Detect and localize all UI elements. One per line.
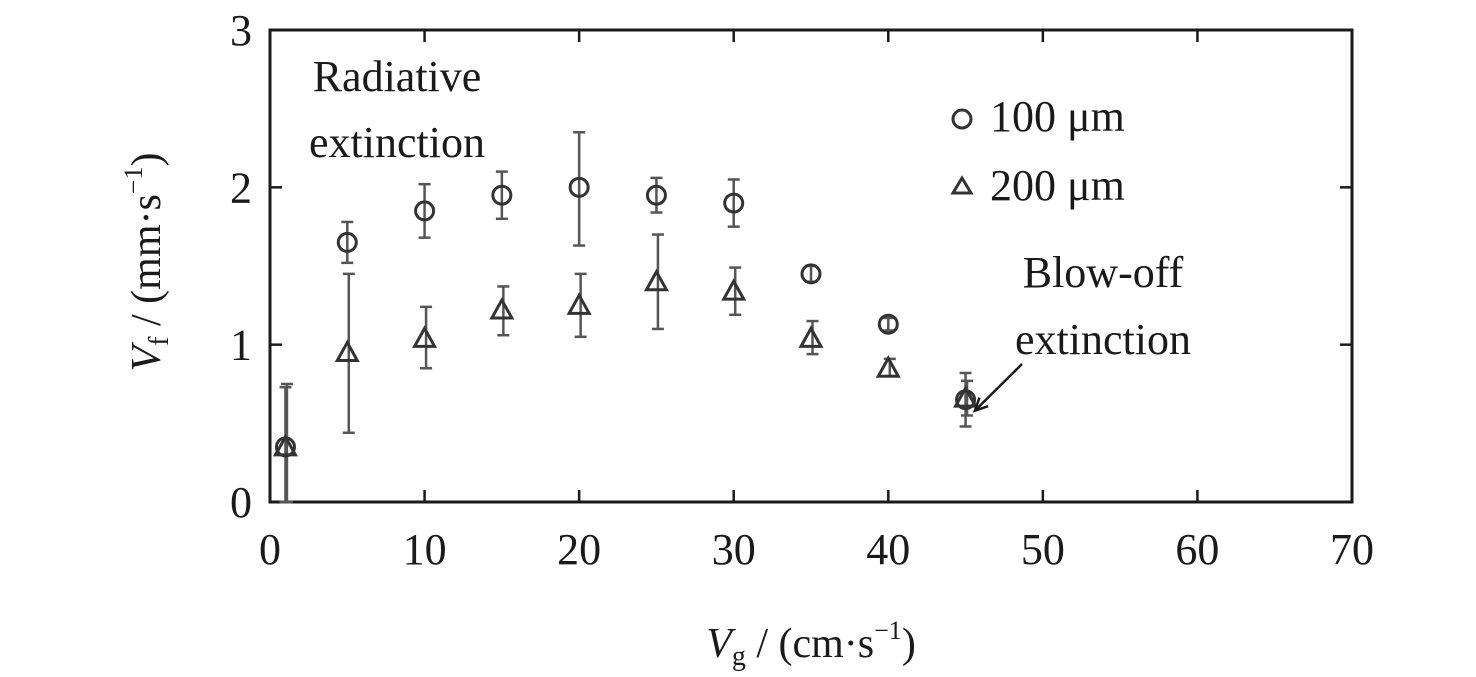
y-tick-label: 3 <box>230 6 252 55</box>
x-tick-label: 20 <box>557 525 601 574</box>
legend-label-200um: 200 μm <box>990 161 1125 210</box>
annotation-radiative-line1: Radiative <box>313 52 482 101</box>
x-tick-label: 40 <box>866 525 910 574</box>
y-axis-title-exponent: −1 <box>119 167 148 195</box>
x-axis-title-unit: / (cm·s <box>746 621 874 667</box>
y-tick-label: 2 <box>230 163 252 212</box>
blowoff-arrow <box>973 363 1023 412</box>
data-point-circle <box>723 192 745 214</box>
data-point-triangle <box>566 292 592 315</box>
y-tick-label: 1 <box>230 321 252 370</box>
y-axis-title-close: ) <box>124 153 170 167</box>
y-axis-title: Vf / (mm·s−1) <box>119 153 175 372</box>
y-tick-label: 0 <box>230 478 252 527</box>
legend-circle-marker <box>951 108 973 130</box>
y-axis-title-subscript: f <box>144 336 175 346</box>
data-markers <box>272 176 979 458</box>
blowoff-arrow-head <box>972 397 989 413</box>
data-point-triangle <box>489 296 515 320</box>
annotation-radiative-line2: extinction <box>309 118 485 167</box>
data-point-triangle <box>721 278 747 301</box>
data-point-circle <box>877 313 899 335</box>
error-bars <box>279 131 974 504</box>
x-tick-label: 70 <box>1330 525 1374 574</box>
plot-frame <box>268 28 1354 504</box>
data-point-triangle <box>272 433 299 457</box>
x-axis-title-exponent: −1 <box>874 616 902 645</box>
data-point-triangle <box>643 268 669 292</box>
annotation-blowoff-line2: extinction <box>1015 315 1191 364</box>
data-point-circle <box>800 263 822 285</box>
x-axis-title-subscript: g <box>732 641 746 672</box>
legend-triangle-marker <box>950 175 974 195</box>
data-point-circle <box>491 184 513 206</box>
data-point-circle <box>414 200 436 222</box>
x-tick-label: 0 <box>259 525 281 574</box>
x-tick-label: 50 <box>1021 525 1065 574</box>
legend: 100 μm 200 μm <box>950 92 1125 210</box>
y-axis-title-symbol: V <box>124 341 170 371</box>
data-point-circle <box>645 184 667 206</box>
data-point-triangle <box>953 385 979 408</box>
x-tick-label: 30 <box>712 525 756 574</box>
x-axis-title-close: ) <box>902 621 916 667</box>
data-point-triangle <box>875 355 901 378</box>
axis-ticks: 0 10 20 30 40 50 60 70 0 1 2 3 <box>230 6 1374 574</box>
data-point-circle <box>568 176 590 198</box>
data-point-triangle <box>412 325 438 348</box>
x-tick-label: 60 <box>1175 525 1219 574</box>
y-axis-title-unit: / (mm·s <box>124 194 170 336</box>
x-axis-title: Vg / (cm·s−1) <box>706 616 916 672</box>
data-point-triangle <box>798 325 824 348</box>
x-axis-title-symbol: V <box>706 621 736 667</box>
annotation-blowoff-line1: Blow-off <box>1023 248 1184 297</box>
legend-label-100um: 100 μm <box>990 92 1125 141</box>
data-point-circle <box>336 231 358 253</box>
data-point-triangle <box>334 339 360 363</box>
x-tick-label: 10 <box>403 525 447 574</box>
